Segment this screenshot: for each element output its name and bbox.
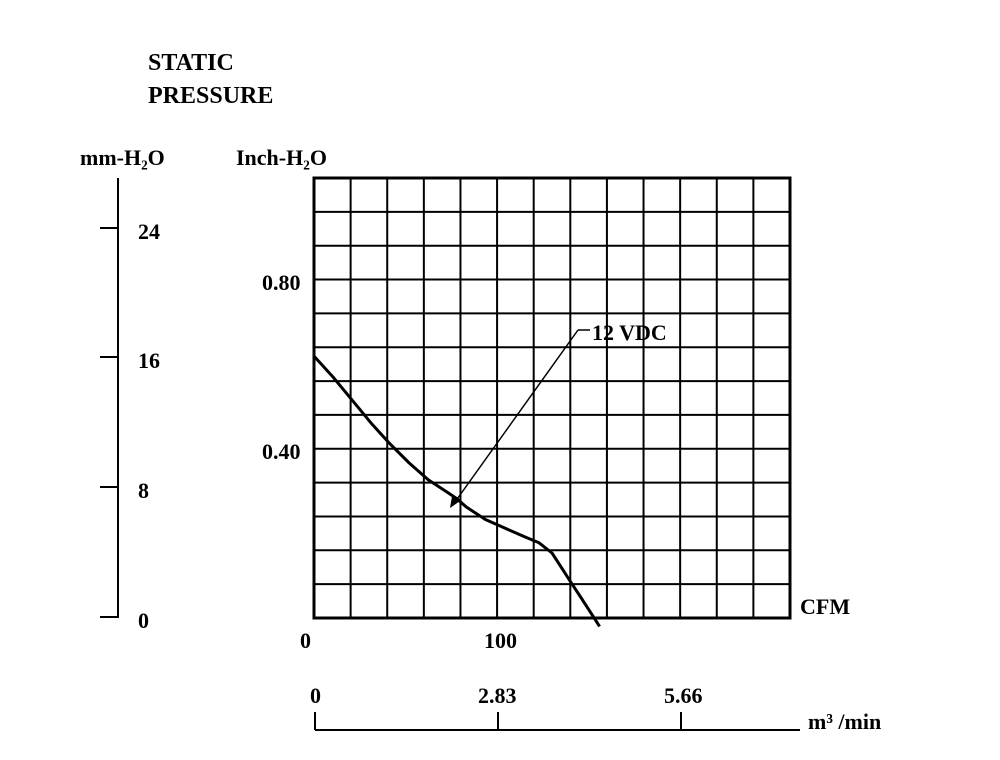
right-axis-unit-label: Inch-H₂O (236, 145, 327, 170)
mm-tick-label: 8 (138, 478, 149, 503)
inch-tick-label: 0.80 (262, 270, 301, 295)
mm-tick-label: 0 (138, 608, 149, 633)
plot-grid (314, 178, 790, 618)
cfm-tick-label: 0 (300, 628, 311, 653)
m3-tick-label: 0 (310, 683, 321, 708)
mm-tick-label: 16 (138, 348, 160, 373)
mm-tick-label: 24 (138, 219, 160, 244)
annotation-arrowhead (450, 496, 460, 508)
m3-tick-label: 2.83 (478, 683, 517, 708)
annotation-arrow-line (454, 329, 579, 503)
m3-axis-label: m³ /min (808, 709, 881, 734)
chart-title-line2: PRESSURE (148, 83, 273, 109)
chart-title-line1: STATIC (148, 50, 234, 76)
cfm-axis-label: CFM (800, 594, 850, 619)
inch-tick-label: 0.40 (262, 439, 301, 464)
series-line-12vdc (312, 355, 601, 628)
cfm-tick-label: 100 (484, 628, 517, 653)
left-axis-unit-label: mm-H₂O (80, 145, 165, 170)
m3-tick-label: 5.66 (664, 683, 703, 708)
series-label-12vdc: 12 VDC (592, 320, 667, 345)
plot-frame (312, 176, 792, 620)
